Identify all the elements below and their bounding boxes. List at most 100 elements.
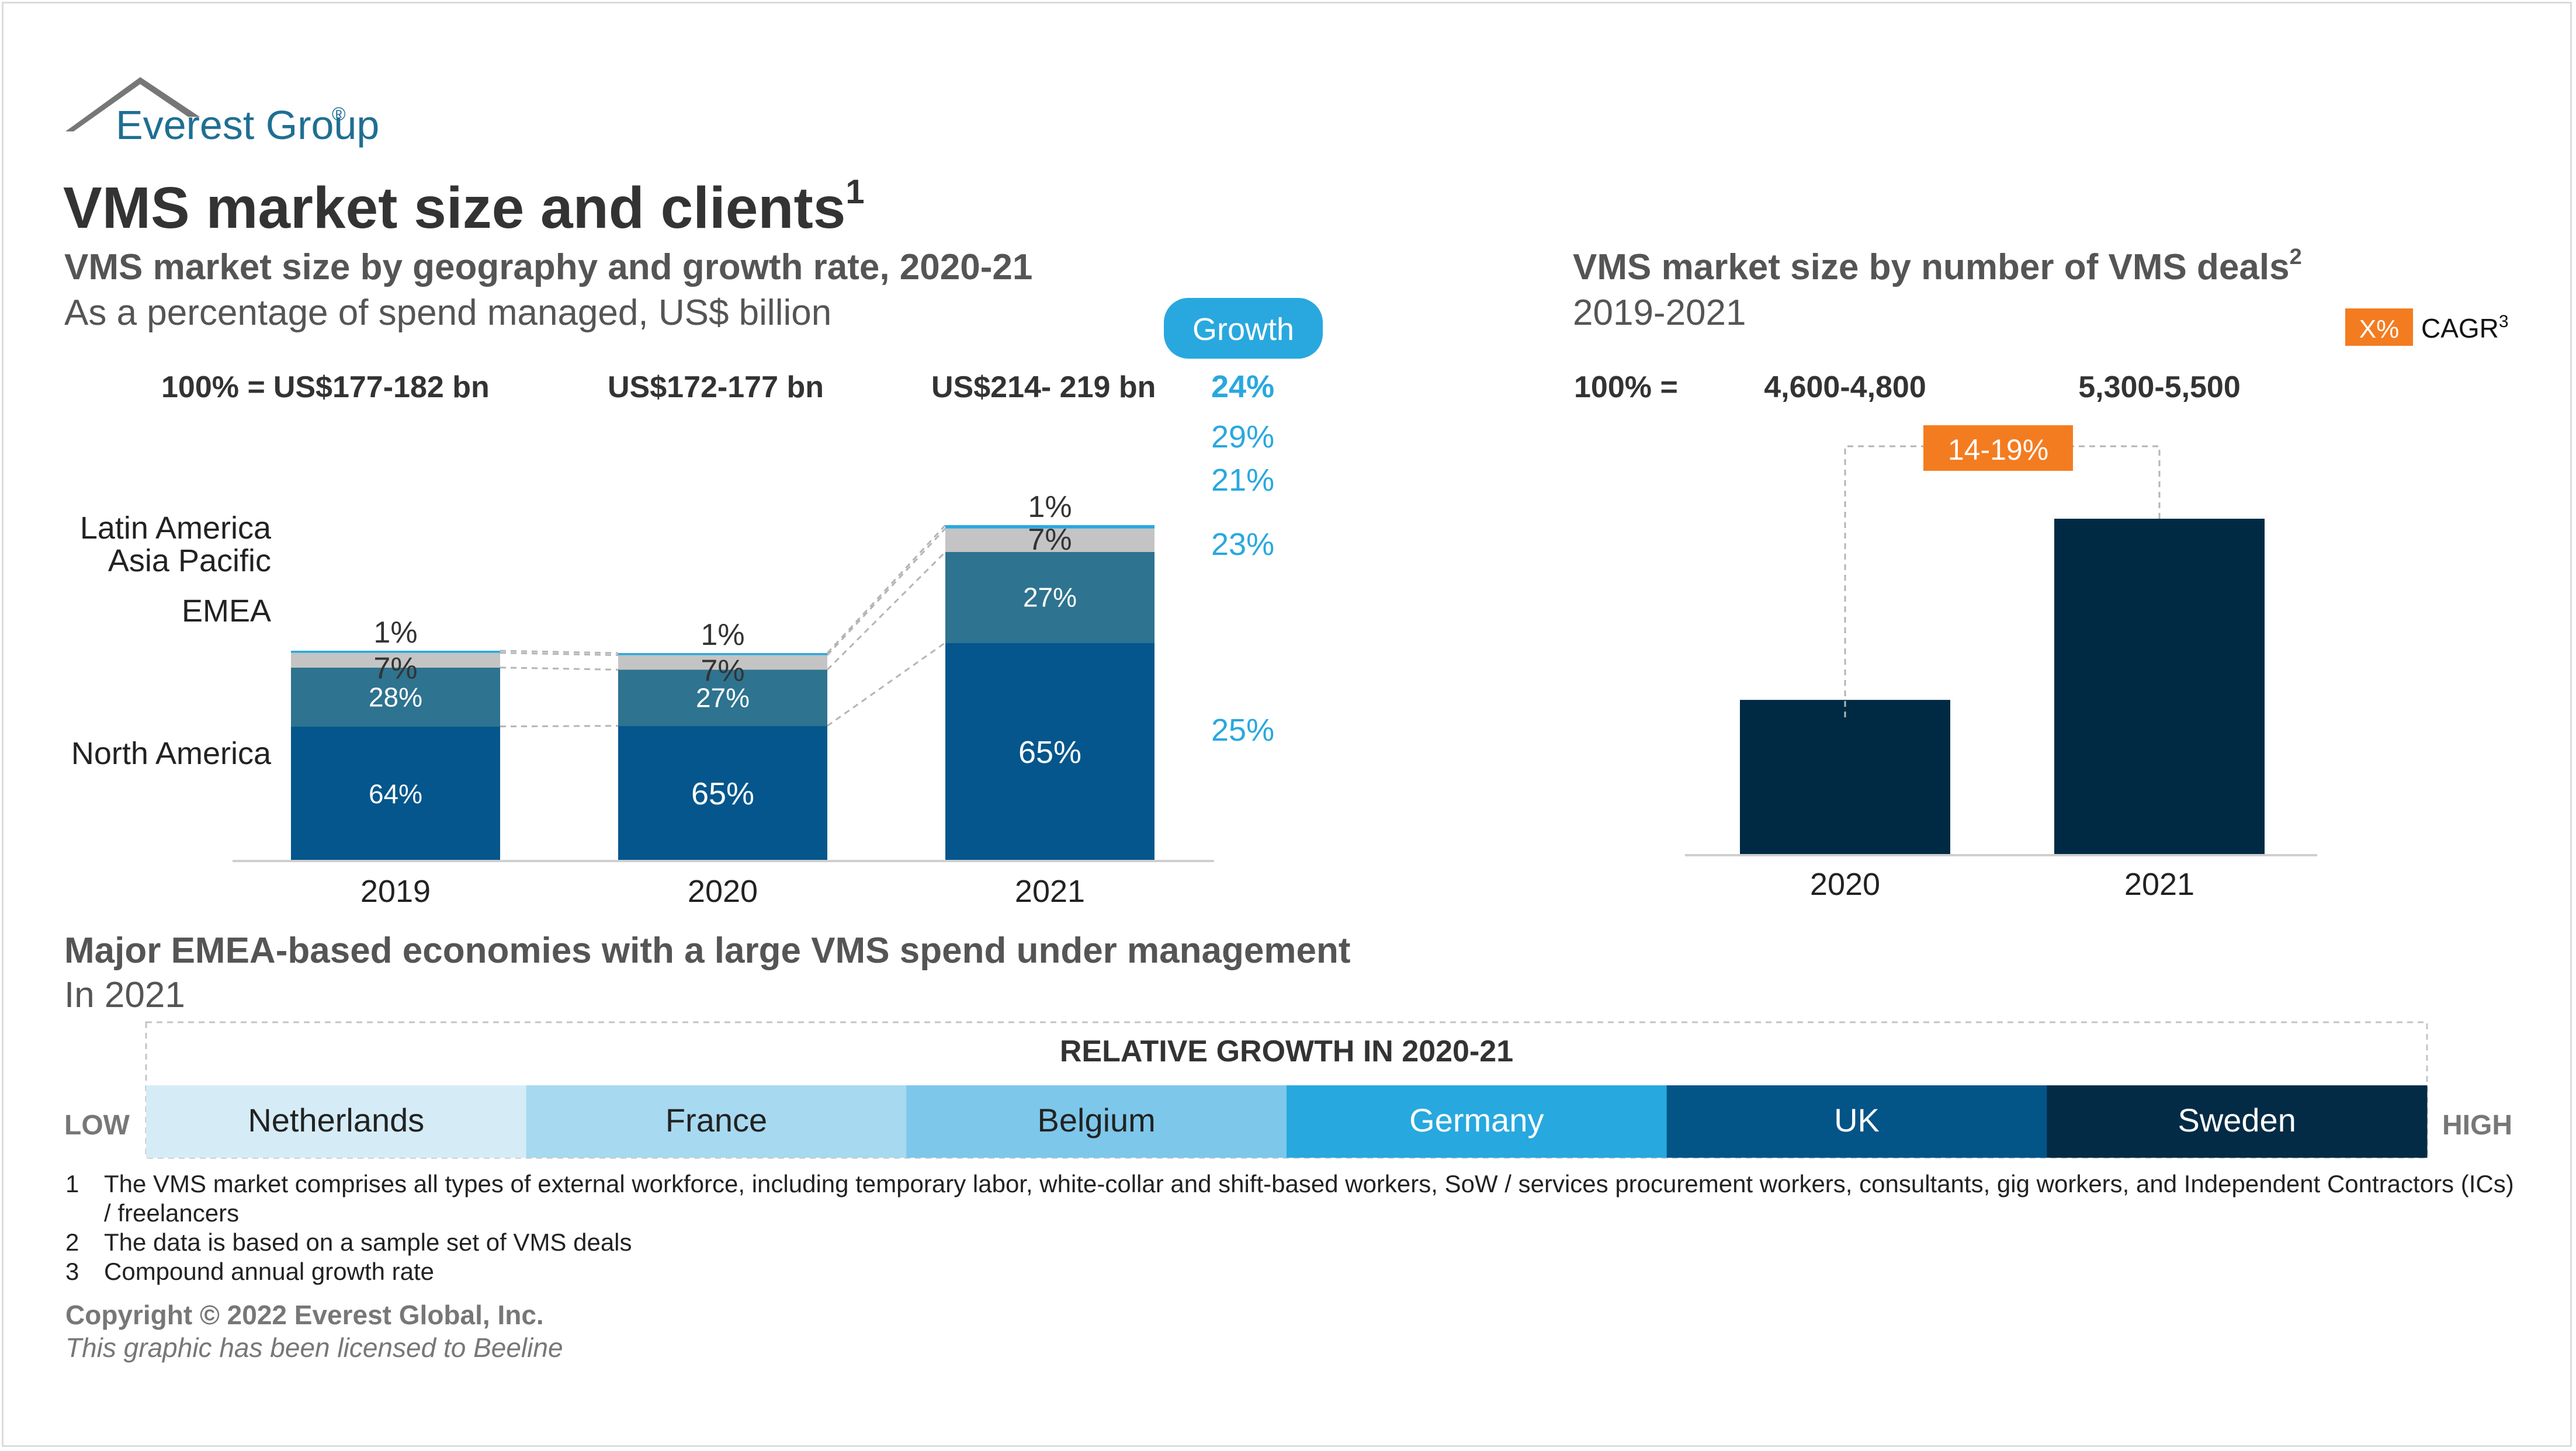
page-title: VMS market size and clients1 [63, 173, 865, 241]
everest-logo: Everest Group ® [65, 77, 379, 148]
cagr-connector: 14-19% [1844, 425, 2161, 717]
left-subheading: As a percentage of spend managed, US$ bi… [64, 293, 831, 333]
country-cell-sweden [2047, 1085, 2428, 1158]
page-title-text: VMS market size and clients [63, 175, 845, 241]
footnote-3: 3 Compound annual growth rate [65, 1257, 2519, 1286]
connector-line [500, 725, 619, 728]
country-label-netherlands: Netherlands [248, 1102, 424, 1138]
country-cell-france [526, 1085, 907, 1158]
bar-segment-emea-2020 [618, 669, 827, 726]
cagr-connector-line [1844, 445, 2161, 717]
bar-segment-asia-pacific-2019 [291, 652, 500, 668]
right-heading-text: VMS market size by number of VMS deals [1573, 247, 2290, 287]
total-2021: US$214- 219 bn [931, 370, 1156, 404]
country-label-france: France [665, 1102, 767, 1138]
series-name-north-america: North America [71, 736, 272, 771]
segment-label: 7% [701, 654, 744, 688]
segment-label: 7% [1028, 523, 1072, 557]
logo-roof-icon [65, 77, 200, 131]
deals-total-2021: 5,300-5,500 [2078, 370, 2241, 404]
footnote-text: The data is based on a sample set of VMS… [104, 1228, 632, 1256]
segment-label: 1% [373, 616, 417, 650]
country-scale: Netherlands France Belgium Germany UK Sweden [146, 1085, 2428, 1158]
segment-label: 65% [691, 776, 754, 811]
footnotes: 1 The VMS market comprises all types of e… [65, 1169, 2519, 1286]
bar-segment-latin-america-2019 [291, 651, 500, 653]
series-name-latin-america: Latin America [80, 511, 272, 546]
cagr-legend-box-label: X% [2359, 315, 2399, 343]
deals-total-2020: 4,600-4,800 [1764, 370, 1926, 404]
growth-badge: Growth [1164, 298, 1323, 359]
country-label-germany: Germany [1409, 1102, 1544, 1138]
cagr-legend-label: CAGR [2421, 313, 2499, 343]
copyright: Copyright © 2022 Everest Global, Inc. [65, 1300, 544, 1330]
bar-segment-latin-america-2020 [618, 653, 827, 655]
right-heading-sup: 2 [2290, 245, 2302, 269]
cagr-legend-text: CAGR3 [2421, 312, 2509, 343]
segment-label: 1% [701, 618, 744, 652]
segment-label: 1% [1028, 490, 1072, 524]
growth-badge-bg [1164, 298, 1323, 359]
logo-text: Everest Group [116, 102, 379, 148]
segment-label: 27% [696, 683, 750, 713]
total-2020: US$172-177 bn [608, 370, 824, 404]
bar-segment-asia-pacific-2021 [945, 528, 1154, 552]
segment-label: 64% [369, 779, 422, 809]
segment-label: 28% [369, 682, 422, 712]
growth-badge-label: Growth [1192, 312, 1294, 347]
stack-connectors [500, 524, 947, 728]
cagr-legend: X% CAGR3 [2345, 308, 2509, 346]
scale-high-label: HIGH [2442, 1110, 2512, 1141]
country-cell-belgium [906, 1085, 1287, 1158]
left-heading: VMS market size by geography and growth … [64, 247, 1032, 287]
footnote-number: 1 [65, 1170, 79, 1197]
growth-label-north-america: 25% [1211, 713, 1274, 748]
totals-row-2019: 100% = US$177-182 bn [161, 370, 490, 404]
footnote-number: 2 [65, 1228, 79, 1256]
country-cell-uk [1666, 1085, 2047, 1158]
segment-label: 7% [373, 652, 417, 686]
total-2019: US$177-182 bn [273, 370, 490, 404]
deals-bar-2020 [1740, 700, 1950, 855]
footnote-text: The VMS market comprises all types of ex… [104, 1170, 2514, 1227]
stack-categories: 2019 2020 2021 [360, 874, 1085, 909]
connector-line [827, 642, 946, 727]
deals-totals-prefix: 100% = [1574, 370, 1678, 404]
right-heading: VMS market size by number of VMS deals2 [1573, 245, 2302, 287]
country-cell-germany [1287, 1085, 1667, 1158]
country-label-sweden: Sweden [2178, 1102, 2296, 1138]
bar-segment-latin-america-2021 [945, 525, 1154, 529]
bar-segment-north-america-2020 [618, 726, 827, 861]
connector-line [826, 524, 947, 654]
stacked-bar-chart [291, 525, 1154, 861]
page-title-sup: 1 [845, 173, 864, 211]
segment-label: 27% [1023, 582, 1077, 613]
license-note: This graphic has been licensed to Beelin… [65, 1332, 563, 1363]
bar-segment-emea-2021 [945, 552, 1154, 643]
deals-bar-chart: 2020 4,600-4,800 2021 5,300-5,500 [1740, 370, 2265, 902]
footnote-number: 3 [65, 1258, 79, 1285]
category-label-2019: 2019 [360, 874, 431, 909]
right-subheading: 2019-2021 [1573, 293, 1746, 333]
deals-bar-2021 [2054, 519, 2265, 855]
cagr-legend-sup: 3 [2499, 312, 2509, 331]
growth-scale-title: RELATIVE GROWTH IN 2020-21 [1060, 1035, 1513, 1068]
footnote-2: 2 The data is based on a sample set of VM… [65, 1228, 2519, 1257]
country-label-belgium: Belgium [1038, 1102, 1156, 1138]
category-label-2020: 2020 [688, 874, 758, 909]
category-label-2021: 2021 [1015, 874, 1085, 909]
connector-line [500, 667, 619, 671]
logo-registered-mark: ® [332, 103, 346, 124]
scale-low-label: LOW [64, 1110, 130, 1141]
growth-label-emea: 23% [1211, 527, 1274, 562]
growth-labels: 29% 21% 23% 25% [1211, 419, 1274, 748]
total-growth: 24% [1211, 369, 1274, 404]
stack-labels: 64%28%7%1%65%27%7%1%65%27%7%1% [369, 490, 1081, 811]
connector-line [826, 551, 947, 671]
deals-category-2021: 2021 [2124, 867, 2194, 902]
cagr-label: 14-19% [1948, 433, 2048, 466]
